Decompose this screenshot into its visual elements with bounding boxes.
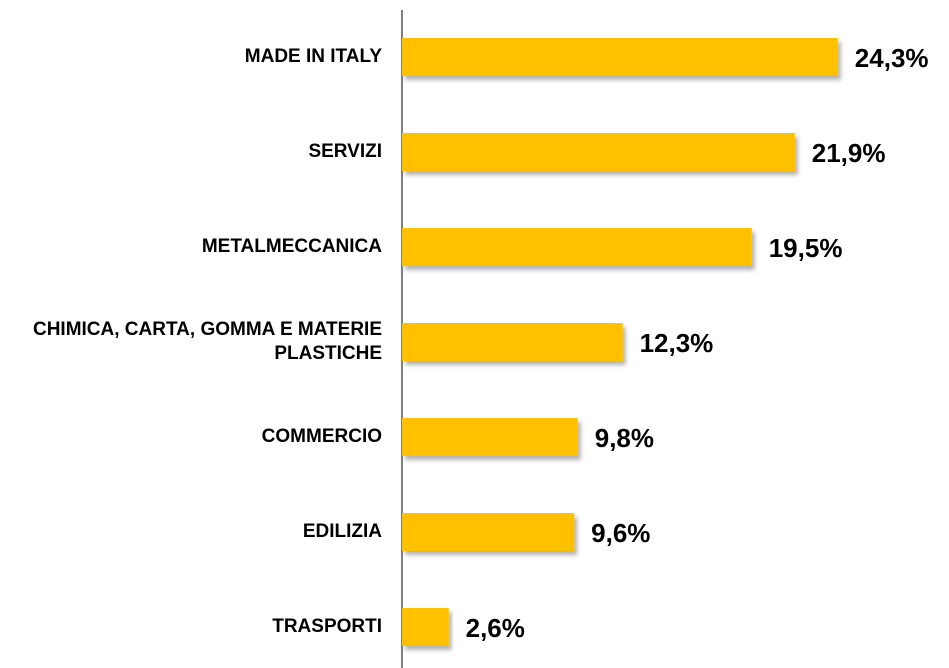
- category-label: METALMECCANICA: [201, 236, 382, 257]
- bar: [402, 38, 838, 76]
- category-label: CHIMICA, CARTA, GOMMA E MATERIE PLASTICH…: [32, 319, 382, 364]
- category-label: TRASPORTI: [272, 616, 382, 637]
- value-label: 12,3%: [640, 328, 714, 358]
- bar: [402, 418, 578, 456]
- value-label: 2,6%: [466, 613, 525, 643]
- value-label: 9,8%: [595, 423, 654, 453]
- bar: [402, 228, 752, 266]
- category-label: SERVIZI: [308, 141, 382, 162]
- bar: [402, 513, 575, 551]
- category-label: EDILIZIA: [302, 521, 382, 542]
- category-label: MADE IN ITALY: [244, 46, 382, 67]
- value-label: 19,5%: [769, 233, 843, 263]
- value-label: 24,3%: [855, 43, 929, 73]
- bar: [402, 608, 449, 646]
- bar: [402, 133, 795, 171]
- value-label: 21,9%: [812, 138, 886, 168]
- category-label: COMMERCIO: [261, 426, 382, 447]
- value-label: 9,6%: [591, 518, 650, 548]
- bar: [402, 323, 623, 361]
